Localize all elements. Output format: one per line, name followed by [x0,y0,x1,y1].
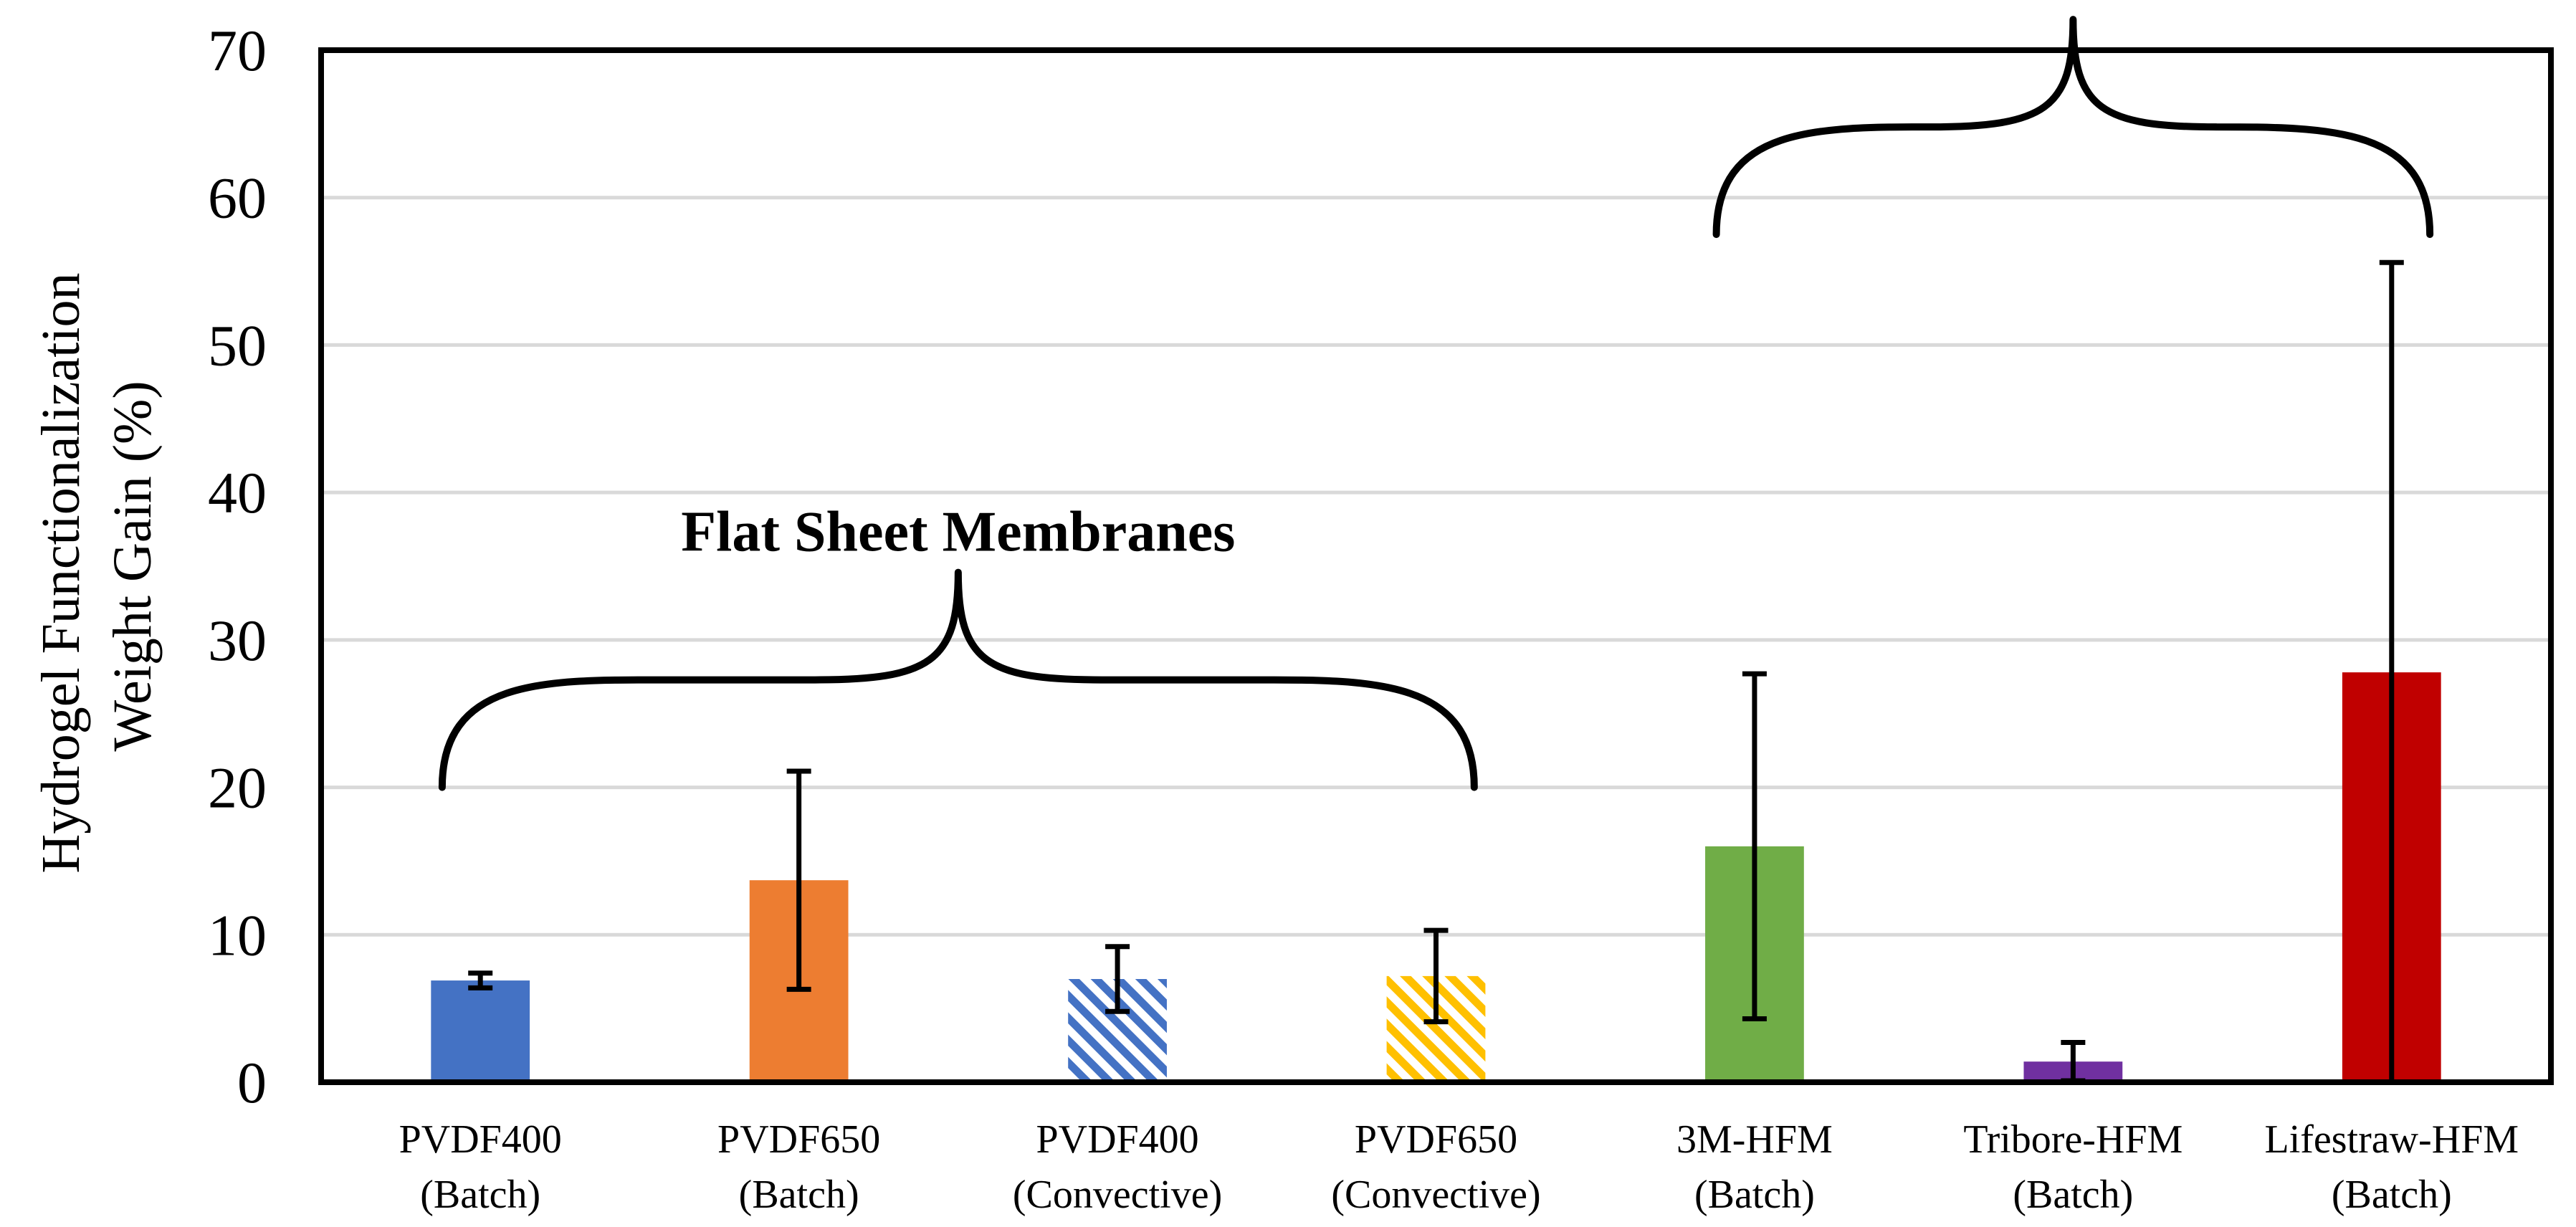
error-bar [1105,944,1130,1014]
y-tick-label: 20 [208,755,267,821]
x-category-label: PVDF650 [1355,1117,1517,1162]
y-axis-title-line1: Hydrogel Functionalization [31,273,91,874]
bar [431,980,530,1082]
x-category-label: PVDF400 [1036,1117,1198,1162]
y-axis-title-line2: Weight Gain (%) [102,381,163,751]
x-category-sublabel: (Batch) [420,1173,540,1217]
x-category-sublabel: (Convective) [1013,1173,1222,1217]
x-category-label: 3M-HFM [1676,1117,1833,1162]
group-brace [438,568,1478,791]
plot-frame [318,47,2554,1085]
y-tick-label: 30 [208,608,267,673]
group-annotations: Flat Sheet Membranes Hollow Fiber Membran… [438,0,2434,791]
x-category-sublabel: (Batch) [1694,1173,1815,1217]
x-category-label: Tribore-HFM [1963,1117,2183,1162]
x-category-sublabel: (Batch) [2332,1173,2452,1217]
group-brace [1712,16,2434,239]
y-tick-label: 40 [208,460,267,525]
gridlines [321,196,2551,937]
error-bar [1423,927,1449,1025]
error-bar [1742,671,1767,1022]
x-category-sublabel: (Batch) [739,1173,859,1217]
error-bars [468,259,2404,1085]
error-bar [468,970,493,990]
x-category-label: Lifestraw-HFM [2264,1117,2519,1162]
x-category-label: PVDF400 [399,1117,562,1162]
y-axis-title: Hydrogel Functionalization Weight Gain (… [31,259,163,874]
x-axis-labels: PVDF400 (Batch) PVDF650 (Batch) PVDF400 (Conv… [399,1117,2519,1217]
y-tick-label: 60 [208,166,267,231]
group-label: Hollow Fiber Membranes [1758,0,2387,11]
y-tick-label: 70 [208,18,267,83]
error-bar [786,768,811,992]
group-label: Flat Sheet Membranes [681,501,1235,564]
y-tick-label: 50 [208,312,267,378]
x-category-sublabel: (Batch) [2013,1173,2133,1217]
y-tick-label: 0 [237,1050,267,1115]
y-tick-label: 10 [208,902,267,968]
y-axis-ticks: 0 10 20 30 40 50 60 70 [208,18,267,1115]
x-category-sublabel: (Convective) [1331,1173,1540,1217]
x-category-label: PVDF650 [717,1117,880,1162]
